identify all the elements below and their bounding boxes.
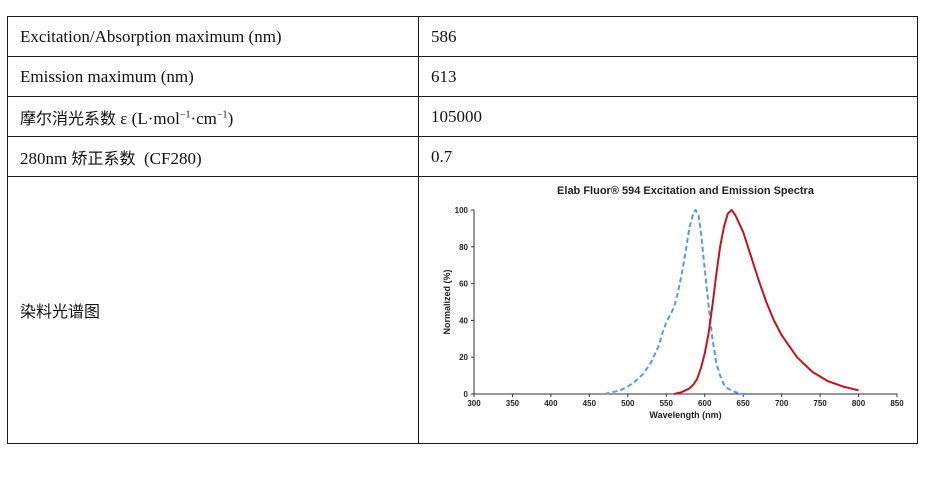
y-tick-label: 60 [459,280,468,289]
y-tick-label: 100 [455,206,469,215]
chart-title: Elab Fluor® 594 Excitation and Emission … [557,185,815,197]
extinction-exp-2: −1 [216,108,228,120]
table-row: 染料光谱图 Elab Fluor® 594 Excitation and Emi… [7,176,918,444]
x-axis-label: Wavelength (nm) [649,410,721,420]
x-tick-label: 350 [506,399,520,408]
y-tick-label: 20 [459,353,468,362]
x-tick-label: 750 [813,399,827,408]
x-tick-label: 550 [660,399,674,408]
x-tick-label: 850 [890,399,904,408]
table-row: 280nm 矫正系数 (CF280) 0.7 [7,136,918,177]
x-tick-label: 600 [698,399,712,408]
emission-label: Emission maximum (nm) [7,56,419,97]
x-tick-label: 450 [583,399,597,408]
spectrum-chart-cell: Elab Fluor® 594 Excitation and Emission … [418,176,918,444]
dye-properties-table: Excitation/Absorption maximum (nm) 586 E… [7,16,918,444]
x-tick-label: 300 [467,399,481,408]
extinction-unit-b: mol [153,108,180,128]
x-tick-label: 500 [621,399,635,408]
x-tick-label: 800 [852,399,866,408]
x-tick-label: 650 [737,399,751,408]
cf-label-cjk: 矫正系数 [71,148,136,168]
extinction-exp-1: −1 [179,108,191,120]
y-tick-label: 80 [459,243,468,252]
extinction-label-cjk: 摩尔消光系数 [20,108,117,128]
extinction-unit-a: ε (L [120,108,148,128]
table-row: 摩尔消光系数 ε (L·mol−1·cm−1) 105000 [7,96,918,137]
cf-suffix: (CF280) [144,148,202,168]
extinction-value: 105000 [418,96,918,137]
emission-value: 613 [418,56,918,97]
spectrum-chart-svg: Elab Fluor® 594 Excitation and Emission … [442,185,904,420]
y-axis-label: Normalized (%) [442,269,452,334]
y-tick-label: 0 [464,390,469,399]
spectrum-chart: Elab Fluor® 594 Excitation and Emission … [419,180,917,440]
spectrum-label-text: 染料光谱图 [20,302,101,321]
x-tick-label: 400 [544,399,558,408]
emission-series-line [673,209,859,395]
cf-label: 280nm 矫正系数 (CF280) [7,136,419,177]
spectrum-label: 染料光谱图 [7,176,419,444]
excitation-value: 586 [418,16,918,57]
extinction-unit-c: cm [196,108,217,128]
cf-prefix: 280nm [20,148,68,168]
cf-value: 0.7 [418,136,918,177]
excitation-label: Excitation/Absorption maximum (nm) [7,16,419,57]
extinction-label: 摩尔消光系数 ε (L·mol−1·cm−1) [7,96,419,137]
table-row: Excitation/Absorption maximum (nm) 586 [7,16,918,57]
x-tick-label: 700 [775,399,789,408]
table-row: Emission maximum (nm) 613 [7,56,918,97]
excitation-series-line [604,209,751,395]
y-tick-label: 40 [459,316,468,325]
